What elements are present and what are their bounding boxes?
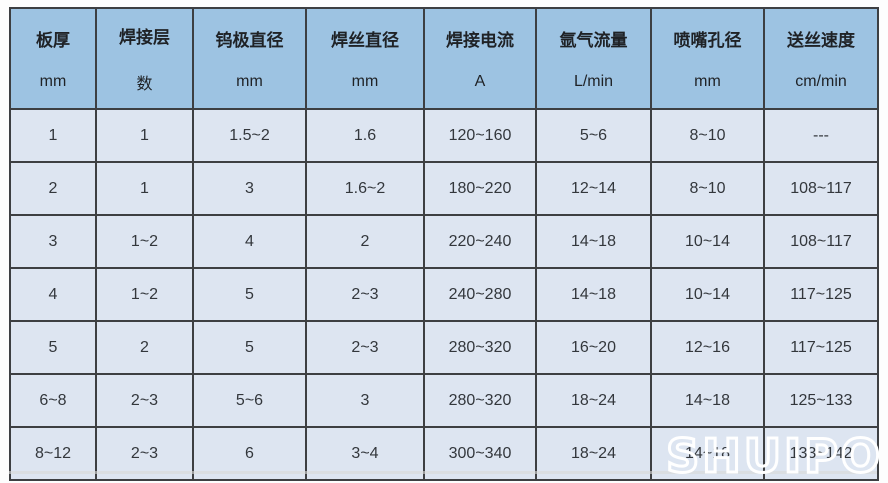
table-cell: --- [763,108,879,163]
table-cell: 8~10 [650,161,765,216]
table-cell: 108~117 [763,161,879,216]
column-header: 焊丝直径 mm [305,7,425,110]
table-cell: 1.6~2 [305,161,425,216]
table-cell: 14~18 [535,267,652,322]
table-cell: 4 [9,267,97,322]
table-cell: 5~6 [192,373,307,428]
column-header: 送丝速度 cm/min [763,7,879,110]
column-header: 喷嘴孔径 mm [650,7,765,110]
column-unit: 数 [136,76,153,93]
table-cell: 5~6 [535,108,652,163]
table-cell: 1 [95,161,194,216]
column-unit: cm/min [795,73,847,90]
column-header: 氩气流量 L/min [535,7,652,110]
table-cell: 1~2 [95,267,194,322]
table-cell: 3 [9,214,97,269]
table-cell: 5 [9,320,97,375]
table-cell: 117~125 [763,267,879,322]
table-row: 4 1~2 5 2~3 240~280 14~18 10~14 117~125 [9,267,879,322]
column-header: 板厚 mm [9,7,97,110]
column-unit: mm [694,73,721,90]
table-cell: 1 [9,108,97,163]
column-header: 焊接电流 A [423,7,537,110]
column-header: 钨极直径 mm [192,7,307,110]
table-cell: 3 [192,161,307,216]
table-cell: 12~14 [535,161,652,216]
table-cell: 180~220 [423,161,537,216]
table-cell: 2~3 [305,320,425,375]
table-cell: 125~133 [763,373,879,428]
table-row: 1 1 1.5~2 1.6 120~160 5~6 8~10 --- [9,108,879,163]
table-cell: 2~3 [95,373,194,428]
table-cell: 280~320 [423,320,537,375]
table-row: 2 1 3 1.6~2 180~220 12~14 8~10 108~117 [9,161,879,216]
table-cell: 14~18 [535,214,652,269]
table-row: 3 1~2 4 2 220~240 14~18 10~14 108~117 [9,214,879,269]
table-cell: 3 [305,373,425,428]
table-cell: 4 [192,214,307,269]
table-header: 板厚 mm 焊接层数 钨极直径 mm 焊丝直径 mm 焊接电流 A 氩气流量 L/min 喷嘴孔径 mm… [9,7,879,110]
table-cell: 1.6 [305,108,425,163]
table-cell: 240~280 [423,267,537,322]
table-body: 1 1 1.5~2 1.6 120~160 5~6 8~10 --- 2 1 3 1.6~2 180~2… [9,108,879,481]
table-row: 5 2 5 2~3 280~320 16~20 12~16 117~125 [9,320,879,375]
table-cell: 2 [9,161,97,216]
column-unit: mm [236,73,263,90]
table-cell: 108~117 [763,214,879,269]
column-unit: L/min [573,73,614,90]
table-cell: 8~10 [650,108,765,163]
table-cell: 280~320 [423,373,537,428]
table-cell: 1~2 [95,214,194,269]
table-cell: 12~16 [650,320,765,375]
table-cell: 10~14 [650,214,765,269]
table-cell: 5 [192,320,307,375]
table-cell: 117~125 [763,320,879,375]
column-header: 焊接层数 [95,7,194,110]
table-cell: 1.5~2 [192,108,307,163]
table-cell: 6~8 [9,373,97,428]
table-cell: 2~3 [305,267,425,322]
table-cell: 2 [305,214,425,269]
column-unit: mm [39,73,67,90]
table-cell: 14~18 [650,373,765,428]
column-unit: mm [351,73,379,90]
column-label: 送丝速度 [787,31,855,50]
table-cell: 16~20 [535,320,652,375]
column-label: 板厚 [36,31,70,50]
column-label: 焊接电流 [446,31,514,50]
table-cell: 1 [95,108,194,163]
welding-parameters-table: 板厚 mm 焊接层数 钨极直径 mm 焊丝直径 mm 焊接电流 A 氩气流量 L/min 喷嘴孔径 mm… [9,7,879,481]
table-cell: 120~160 [423,108,537,163]
table-cell: 10~14 [650,267,765,322]
column-label: 喷嘴孔径 [673,31,742,50]
table-row: 6~8 2~3 5~6 3 280~320 18~24 14~18 125~133 [9,373,879,428]
column-label: 钨极直径 [215,31,284,50]
column-label: 氩气流量 [559,31,628,50]
column-label: 焊丝直径 [331,31,399,50]
table-bottom-shadow [9,471,877,474]
table-cell: 18~24 [535,373,652,428]
table-cell: 2 [95,320,194,375]
table-cell: 5 [192,267,307,322]
column-unit: A [474,73,486,90]
header-row: 板厚 mm 焊接层数 钨极直径 mm 焊丝直径 mm 焊接电流 A 氩气流量 L/min 喷嘴孔径 mm… [9,7,879,110]
column-label: 焊接层 [119,28,170,47]
table-cell: 220~240 [423,214,537,269]
